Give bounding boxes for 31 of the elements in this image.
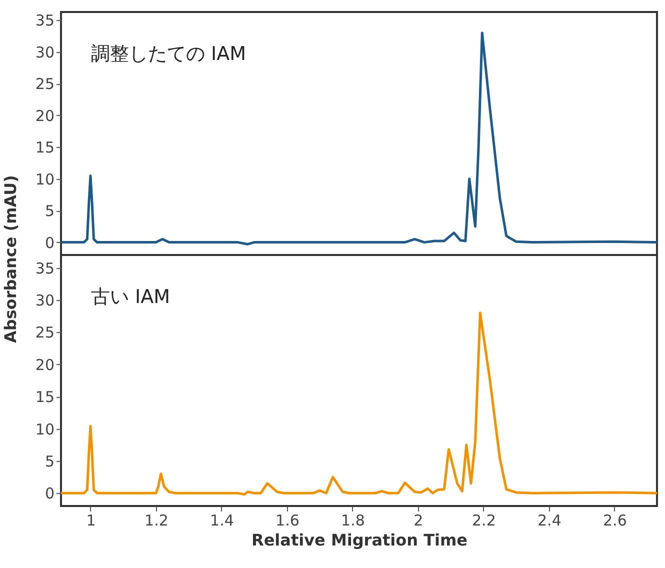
y-tick-label: 0 (44, 234, 54, 252)
line-series (61, 32, 657, 246)
y-tick-label: 35 (35, 259, 54, 278)
y-tick-label: 25 (35, 75, 54, 94)
y-tick-label: 35 (35, 12, 54, 30)
x-tick-label: 2.2 (472, 512, 496, 530)
line-series (61, 312, 657, 496)
y-tick-label: 10 (35, 170, 54, 188)
y-tick-label: 15 (35, 138, 54, 157)
x-tick-label: 1.6 (276, 512, 300, 530)
y-tick-label: 25 (35, 324, 54, 342)
y-tick-label: 15 (35, 388, 54, 406)
x-tick-label: 1 (86, 512, 96, 530)
y-tick-label: 20 (35, 356, 54, 374)
x-tick-label: 2.6 (603, 512, 627, 530)
annotation: 古い IAM (91, 286, 170, 308)
y-axis-title: Absorbance (mAU) (1, 175, 20, 343)
x-tick-label: 2 (414, 512, 424, 530)
y-tick-label: 30 (35, 43, 54, 62)
x-tick-label: 1.4 (210, 512, 234, 530)
y-tick-label: 0 (44, 484, 54, 503)
y-tick-label: 20 (35, 106, 54, 125)
x-tick-label: 1.2 (144, 512, 168, 530)
x-tick-label: 1.8 (341, 512, 365, 530)
x-axis-title: Relative Migration Time (252, 530, 468, 550)
x-tick-label: 2.4 (538, 512, 562, 530)
y-tick-label: 30 (35, 292, 54, 310)
y-tick-label: 5 (44, 202, 54, 220)
y-tick-label: 5 (44, 452, 54, 470)
y-tick-label: 10 (35, 420, 54, 438)
annotation: 調整したての IAM (91, 43, 246, 65)
